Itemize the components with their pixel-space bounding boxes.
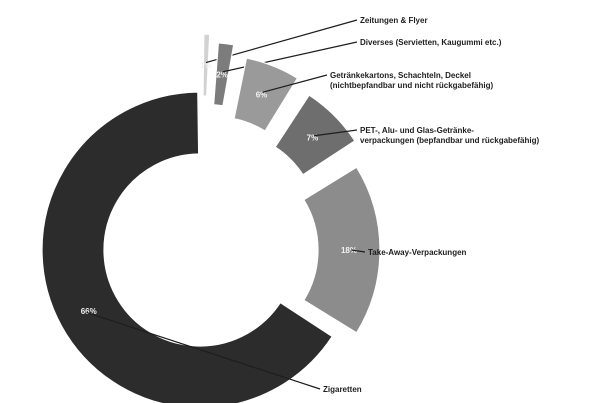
slice-1 bbox=[202, 33, 211, 97]
slice-4-leader-line bbox=[314, 129, 358, 137]
slice-2-leader-line bbox=[222, 41, 358, 73]
slice-2-label: Diverses (Servietten, Kaugummi etc.) bbox=[360, 38, 502, 47]
slice-6-pct-label: 66% bbox=[81, 307, 97, 316]
slice-5 bbox=[302, 166, 381, 334]
slice-2 bbox=[212, 42, 235, 107]
slice-3-label: Getränkekartons, Schachteln, Deckel (nich… bbox=[330, 71, 493, 90]
slice-6-label: Zigaretten bbox=[323, 385, 362, 394]
slice-3-leader-line bbox=[262, 74, 328, 93]
slice-2-pct-label: 2% bbox=[216, 70, 228, 79]
slice-4-pct-label: 7% bbox=[307, 134, 319, 143]
slice-6-leader-line bbox=[86, 311, 321, 390]
slice-3 bbox=[233, 57, 299, 132]
slice-5-pct-label: 18% bbox=[341, 246, 357, 255]
slice-3-pct-label: 6% bbox=[256, 91, 268, 100]
slice-5-label: Take-Away-Verpackungen bbox=[368, 248, 467, 257]
slice-1-pct-label: 1% bbox=[200, 61, 212, 70]
slice-4 bbox=[274, 94, 356, 176]
slice-4-label: PET-, Alu- und Glas-Getränke-verpackunge… bbox=[360, 126, 539, 145]
slice-1-label: Zeitungen & Flyer bbox=[360, 16, 428, 25]
slice-5-leader-line bbox=[351, 249, 366, 253]
